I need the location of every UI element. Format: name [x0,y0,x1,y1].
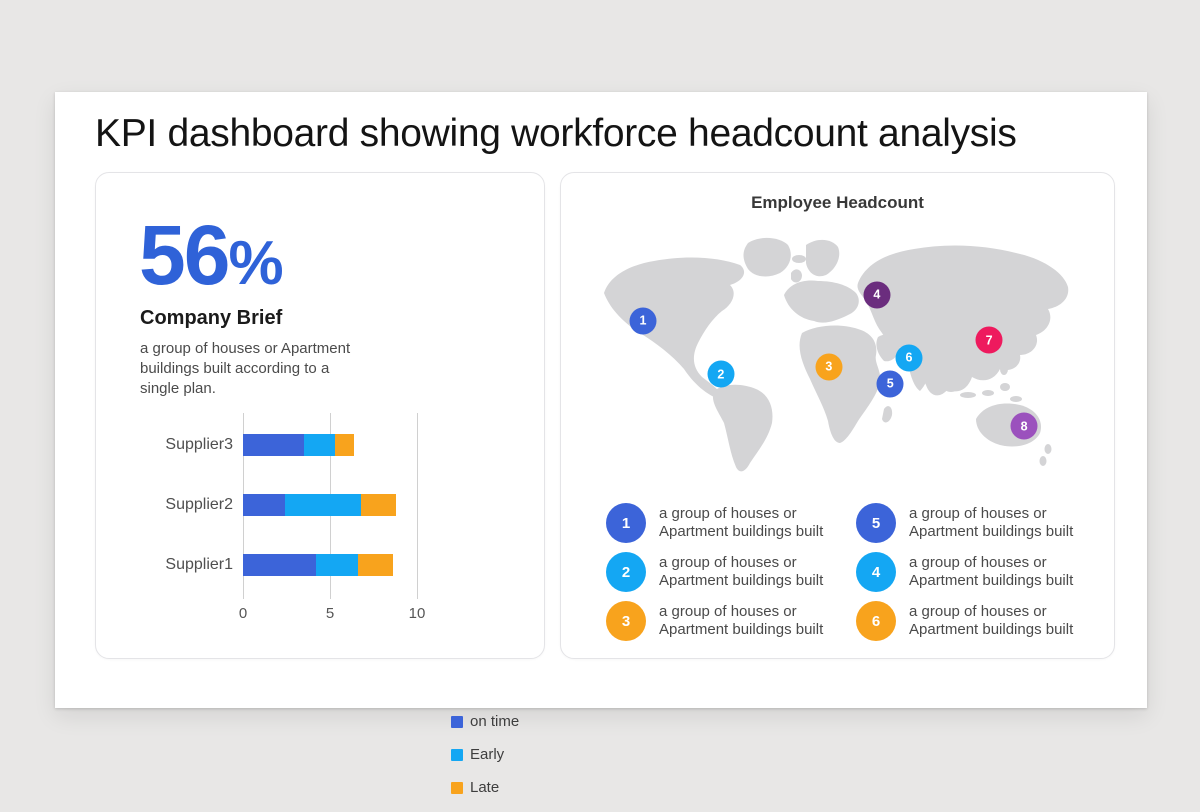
bar-segment-Early [303,434,336,456]
bar-row [243,434,355,456]
employee-headcount-card: Employee Headcount [560,172,1115,659]
map-marker-5: 5 [876,370,904,398]
legend-label: on time [470,713,520,730]
headcount-legend-item-1: 1 a group of houses or Apartment building… [606,503,856,543]
world-map-svg [604,237,1069,472]
bar-plot: 0 5 10 [239,413,425,622]
legend-item-text: a group of houses or Apartment buildings… [659,504,824,540]
map-marker-8: 8 [1010,412,1038,440]
headcount-title: Employee Headcount [751,193,924,212]
bar-segment-Late [361,494,397,516]
legend-number-badge: 3 [606,601,646,641]
map-marker-7: 7 [975,326,1003,354]
legend-number-badge: 1 [606,503,646,543]
headcount-legend-item-4: 4 a group of houses or Apartment building… [856,552,1106,592]
gridline-x-10 [417,413,418,599]
legend-item-on-time: on time [451,713,519,730]
map-marker-3: 3 [815,353,843,381]
category-label: Supplier2 [165,496,233,513]
bar-segment-on-time [243,554,317,576]
map-marker-4: 4 [863,281,891,309]
slide: KPI dashboard showing workforce headcoun… [55,92,1147,796]
legend-item-Late: Late [451,779,519,796]
x-tick-label: 0 [238,605,248,622]
supplier-delivery-chart: 0 5 10 on time Early Late Supplier3 Supplier2… [96,413,544,796]
legend-item-text: a group of houses or Apartment buildings… [909,602,1074,638]
stat-percentage: 56% [139,213,284,297]
x-tick-label: 5 [325,605,335,622]
bar-segment-Early [284,494,362,516]
legend-item-text: a group of houses or Apartment buildings… [909,504,1074,540]
legend-item-text: a group of houses or Apartment buildings… [909,553,1074,589]
bar-row [243,554,393,576]
headcount-legend-item-6: 6 a group of houses or Apartment building… [856,601,1106,641]
legend-swatch [451,781,463,794]
bar-segment-Early [316,554,358,576]
page-title: KPI dashboard showing workforce headcoun… [95,112,1017,155]
company-brief-description: a group of houses or Apartment buildings… [140,340,351,397]
headcount-legend-item-5: 5 a group of houses or Apartment building… [856,503,1106,543]
headcount-legend-item-3: 3 a group of houses or Apartment building… [606,601,856,641]
bar-chart-legend: on time Early Late [451,713,519,812]
stat-value: 56 [139,208,230,302]
company-brief-heading: Company Brief [140,307,283,329]
legend-label: Early [470,746,505,763]
legend-item-Early: Early [451,746,519,763]
legend-number-badge: 6 [856,601,896,641]
bar-row [243,494,397,516]
bar-segment-on-time [243,434,304,456]
legend-item-text: a group of houses or Apartment buildings… [659,553,824,589]
headcount-legend: 1 a group of houses or Apartment building… [606,503,1106,641]
company-brief-card: 56% Company Brief a group of houses or A… [95,172,545,796]
legend-number-badge: 5 [856,503,896,543]
map-marker-1: 1 [629,307,657,335]
headcount-legend-item-2: 2 a group of houses or Apartment building… [606,552,856,592]
legend-swatch [451,715,463,728]
stat-unit: % [228,229,284,298]
legend-label: Late [470,779,500,796]
x-tick-label: 10 [408,605,426,622]
category-label: Supplier3 [165,436,233,453]
legend-number-badge: 4 [856,552,896,592]
bar-segment-Late [335,434,355,456]
map-marker-2: 2 [707,360,735,388]
bar-segment-Late [357,554,393,576]
legend-swatch [451,748,463,761]
legend-item-text: a group of houses or Apartment buildings… [659,602,824,638]
legend-number-badge: 2 [606,552,646,592]
bar-segment-on-time [243,494,285,516]
map-marker-6: 6 [895,344,923,372]
category-label: Supplier1 [165,556,233,573]
